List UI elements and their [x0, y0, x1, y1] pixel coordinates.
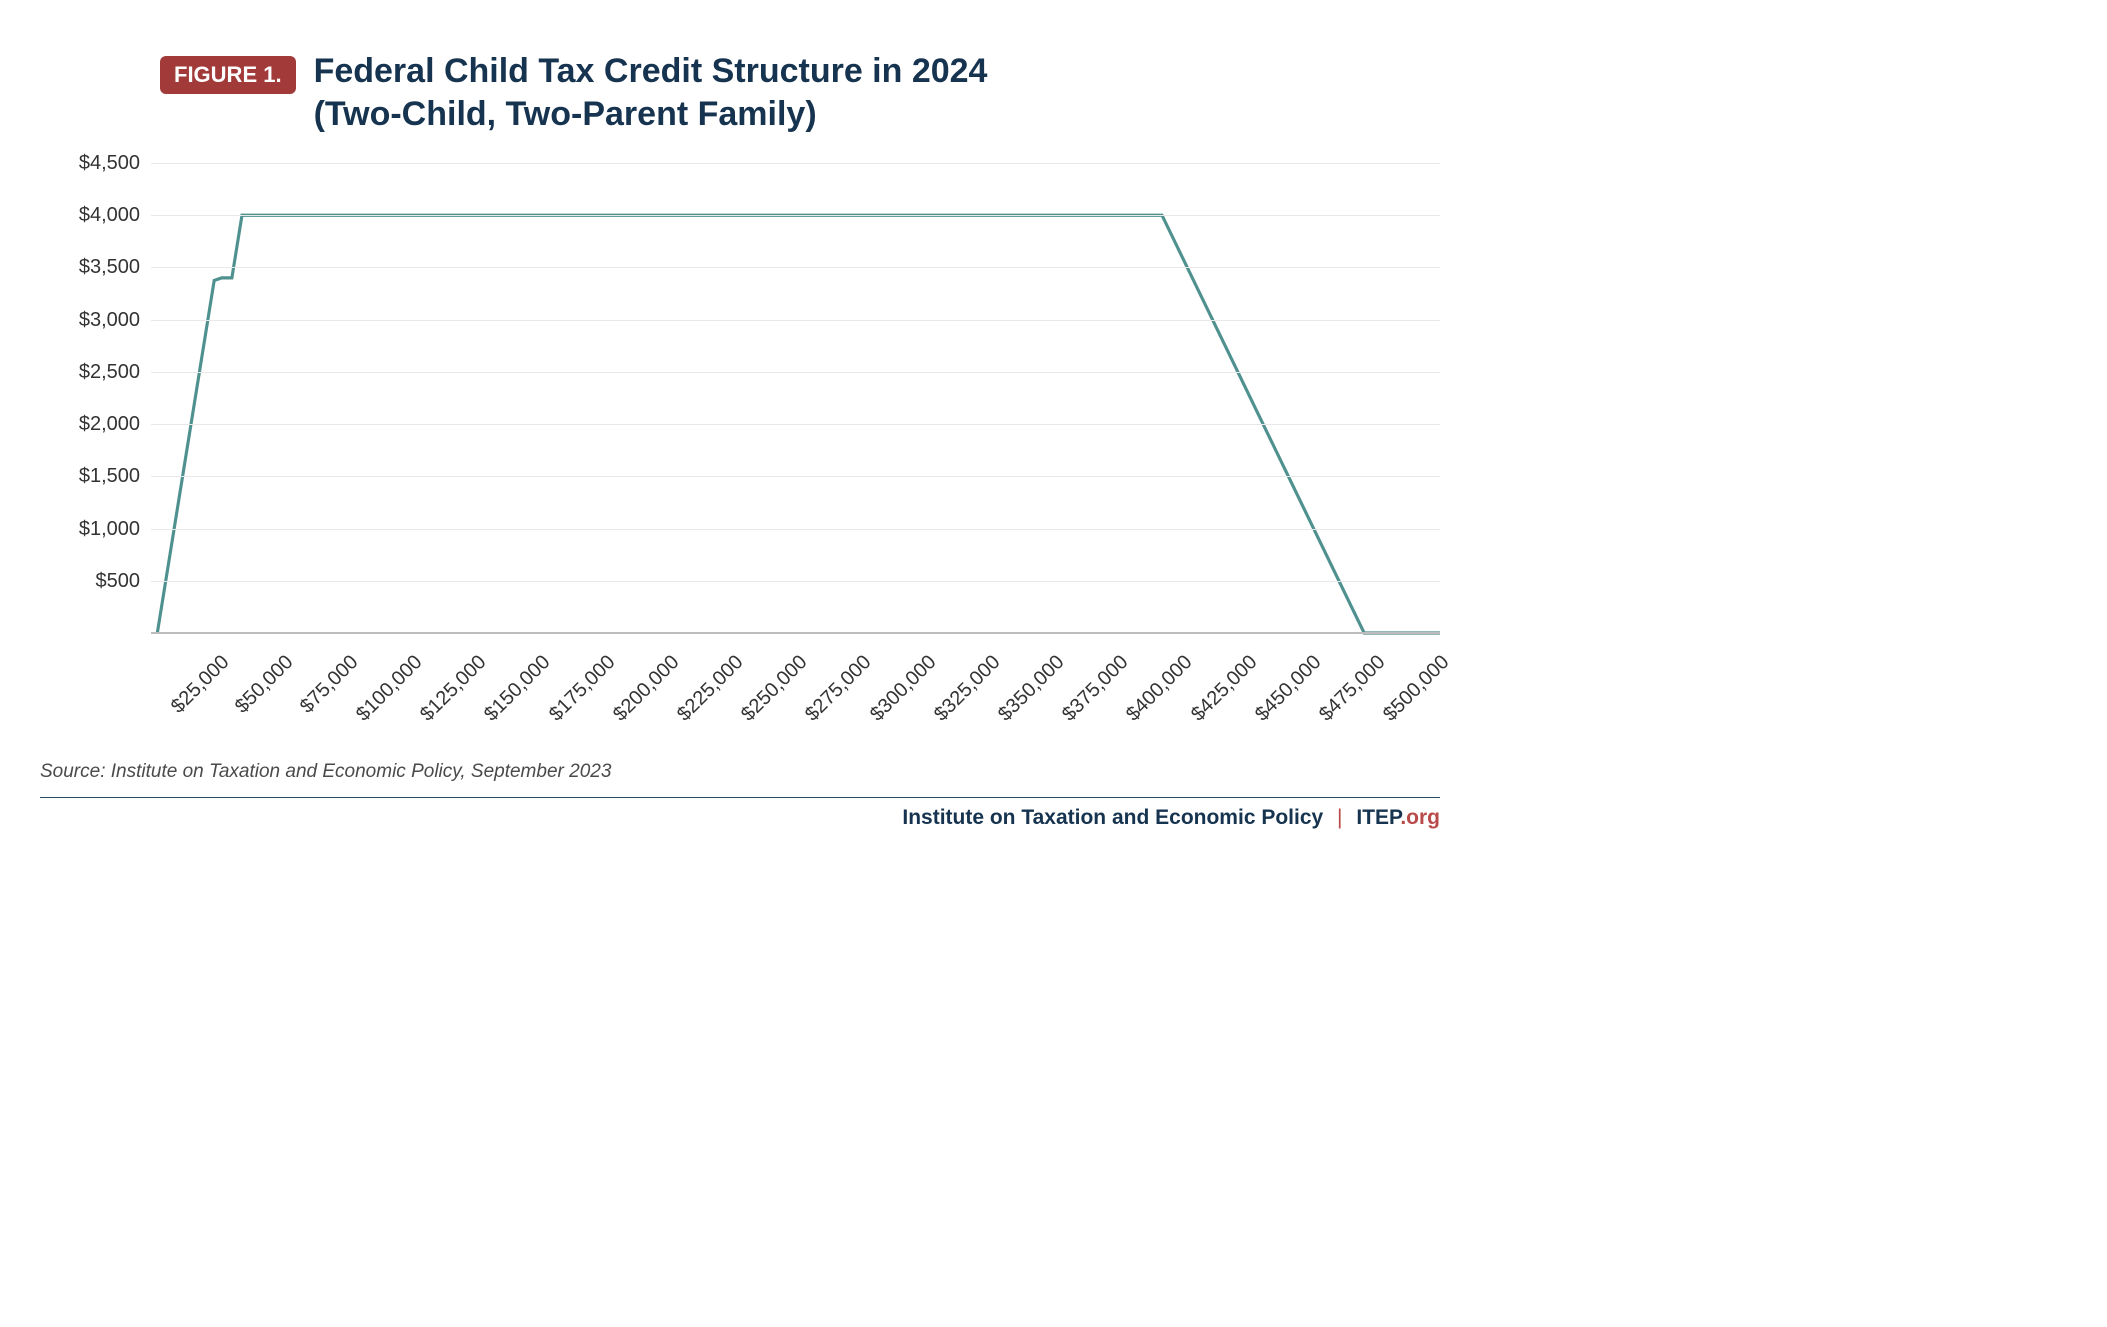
footer-separator: |: [1329, 806, 1350, 829]
title-line-2: (Two-Child, Two-Parent Family): [314, 95, 817, 133]
gridline: [151, 215, 1440, 216]
y-tick-label: $4,500: [79, 153, 140, 173]
x-tick-label: $200,000: [609, 651, 684, 726]
footer-org: Institute on Taxation and Economic Polic…: [902, 806, 1323, 829]
x-tick-label: $150,000: [480, 651, 555, 726]
title-line-1: Federal Child Tax Credit Structure in 20…: [314, 52, 988, 90]
x-tick-label: $450,000: [1251, 651, 1326, 726]
x-tick-label: $375,000: [1058, 651, 1133, 726]
x-tick-label: $425,000: [1187, 651, 1262, 726]
x-tick-label: $25,000: [167, 651, 234, 718]
y-axis: $4,500$4,000$3,500$3,000$2,500$2,000$1,5…: [50, 163, 150, 633]
gridline: [151, 320, 1440, 321]
x-tick-label: $275,000: [801, 651, 876, 726]
x-axis: $25,000$50,000$75,000$100,000$125,000$15…: [150, 633, 1460, 743]
gridline: [151, 424, 1440, 425]
gridline: [151, 372, 1440, 373]
x-tick-label: $175,000: [545, 651, 620, 726]
figure-badge: FIGURE 1.: [160, 56, 296, 94]
x-tick-label: $225,000: [673, 651, 748, 726]
x-tick-label: $475,000: [1315, 651, 1390, 726]
y-tick-label: $4,000: [79, 205, 140, 225]
y-tick-label: $1,500: [79, 466, 140, 486]
figure-header: FIGURE 1. Federal Child Tax Credit Struc…: [160, 50, 1440, 135]
footer-rule: [40, 797, 1440, 798]
plot-region: [150, 163, 1440, 633]
source-note: Source: Institute on Taxation and Econom…: [40, 761, 1440, 783]
gridline: [151, 163, 1440, 164]
x-tick-label: $50,000: [231, 651, 298, 718]
y-tick-label: $2,000: [79, 414, 140, 434]
x-tick-label: $250,000: [737, 651, 812, 726]
x-tick-label: $300,000: [866, 651, 941, 726]
gridline: [151, 267, 1440, 268]
x-tick-label: $100,000: [352, 651, 427, 726]
y-tick-label: $2,500: [79, 362, 140, 382]
x-tick-label: $500,000: [1379, 651, 1454, 726]
x-tick-label: $125,000: [416, 651, 491, 726]
y-tick-label: $500: [96, 571, 141, 591]
chart-area: $4,500$4,000$3,500$3,000$2,500$2,000$1,5…: [50, 163, 1440, 743]
plot-container: $4,500$4,000$3,500$3,000$2,500$2,000$1,5…: [50, 163, 1440, 633]
footer-brand-main: ITEP: [1356, 806, 1400, 829]
gridline: [151, 476, 1440, 477]
gridline: [151, 529, 1440, 530]
chart-title: Federal Child Tax Credit Structure in 20…: [314, 50, 988, 135]
footer-brand-suffix: .org: [1400, 806, 1440, 829]
x-tick-label: $325,000: [930, 651, 1005, 726]
figure-container: FIGURE 1. Federal Child Tax Credit Struc…: [0, 0, 1480, 850]
y-tick-label: $3,000: [79, 310, 140, 330]
x-tick-label: $350,000: [994, 651, 1069, 726]
line-chart-svg: [151, 163, 1440, 633]
y-tick-label: $1,000: [79, 519, 140, 539]
figure-footer: Institute on Taxation and Economic Polic…: [40, 806, 1440, 830]
y-tick-label: $3,500: [79, 257, 140, 277]
gridline: [151, 581, 1440, 582]
x-tick-label: $400,000: [1122, 651, 1197, 726]
